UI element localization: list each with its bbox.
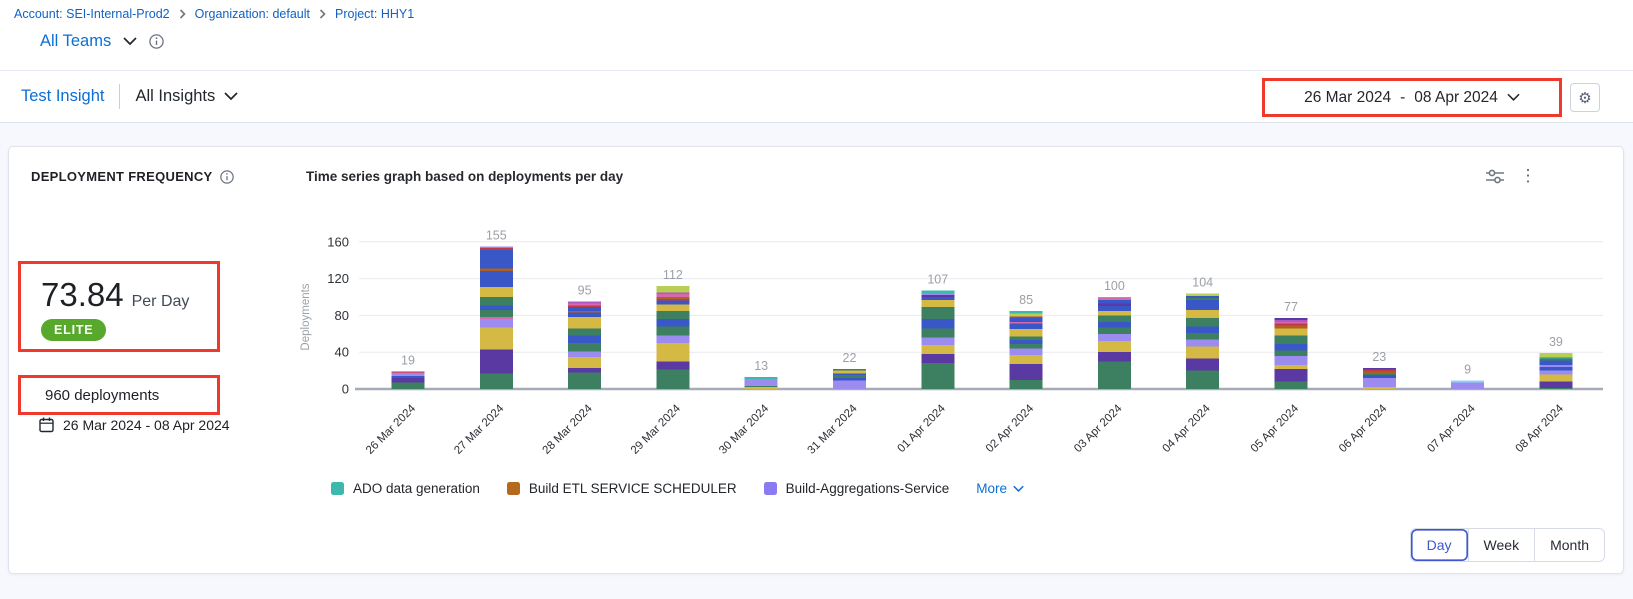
- svg-text:13: 13: [754, 359, 768, 373]
- legend-swatch: [331, 482, 344, 495]
- svg-text:112: 112: [663, 268, 683, 282]
- svg-text:80: 80: [335, 308, 349, 323]
- info-icon[interactable]: [219, 169, 234, 184]
- svg-text:03 Apr 2024: 03 Apr 2024: [1072, 402, 1125, 455]
- insights-dropdown-label: All Insights: [135, 87, 216, 105]
- metric-unit: Per Day: [131, 293, 190, 310]
- breadcrumb: Account: SEI-Internal-Prod2 Organization…: [14, 7, 414, 21]
- svg-text:08 Apr 2024: 08 Apr 2024: [1514, 402, 1567, 455]
- chart-filters-button[interactable]: [1483, 167, 1507, 187]
- page-header: Account: SEI-Internal-Prod2 Organization…: [0, 0, 1633, 71]
- metric-annotation-box: 73.84 Per Day ELITE: [18, 261, 220, 352]
- svg-text:0: 0: [342, 382, 349, 397]
- svg-text:05 Apr 2024: 05 Apr 2024: [1249, 402, 1302, 455]
- svg-text:07 Apr 2024: 07 Apr 2024: [1425, 402, 1478, 455]
- svg-text:107: 107: [927, 273, 948, 287]
- svg-text:29 Mar 2024: 29 Mar 2024: [629, 402, 684, 457]
- legend-label: Build-Aggregations-Service: [785, 481, 950, 496]
- kebab-icon: ⋮: [1519, 166, 1537, 185]
- chevron-right-icon: [319, 9, 326, 19]
- svg-text:31 Mar 2024: 31 Mar 2024: [805, 402, 860, 457]
- legend-item[interactable]: Build-Aggregations-Service: [763, 481, 950, 496]
- svg-text:27 Mar 2024: 27 Mar 2024: [452, 402, 507, 457]
- svg-text:23: 23: [1372, 350, 1386, 364]
- svg-text:39: 39: [1549, 335, 1563, 349]
- svg-text:26 Mar 2024: 26 Mar 2024: [364, 402, 419, 457]
- date-range-selector[interactable]: 26 Mar 2024 - 08 Apr 2024: [1304, 89, 1520, 107]
- divider: [119, 84, 121, 109]
- svg-text:Deployments: Deployments: [300, 283, 312, 350]
- svg-text:28 Mar 2024: 28 Mar 2024: [541, 402, 596, 457]
- svg-text:22: 22: [843, 351, 857, 365]
- granularity-day-button[interactable]: Day: [1410, 529, 1468, 561]
- legend-swatch: [763, 482, 777, 495]
- legend-more-label: More: [976, 481, 1008, 496]
- svg-text:100: 100: [1104, 279, 1125, 293]
- svg-text:120: 120: [327, 271, 349, 286]
- date-range-separator: -: [1400, 88, 1406, 106]
- svg-text:77: 77: [1284, 300, 1298, 314]
- widget-date-range: 26 Mar 2024 - 08 Apr 2024: [63, 417, 230, 433]
- svg-text:40: 40: [335, 345, 349, 360]
- legend-label: ADO data generation: [353, 481, 480, 496]
- svg-text:01 Apr 2024: 01 Apr 2024: [896, 402, 949, 455]
- svg-text:04 Apr 2024: 04 Apr 2024: [1160, 402, 1213, 455]
- chevron-down-icon: [1013, 485, 1024, 492]
- date-range-end: 08 Apr 2024: [1414, 88, 1498, 106]
- svg-text:9: 9: [1464, 363, 1471, 377]
- chart-title: Time series graph based on deployments p…: [306, 169, 624, 184]
- svg-text:155: 155: [486, 228, 507, 242]
- legend-swatch: [506, 482, 520, 495]
- svg-text:85: 85: [1019, 293, 1033, 307]
- granularity-toggle: Day Week Month: [1409, 528, 1605, 562]
- breadcrumb-account-link[interactable]: Account: SEI-Internal-Prod2: [14, 7, 170, 21]
- date-range-annotation-box: 26 Mar 2024 - 08 Apr 2024: [1262, 78, 1562, 117]
- calendar-icon: [39, 417, 54, 433]
- chart-legend: ADO data generation Build ETL SERVICE SC…: [331, 481, 1024, 496]
- legend-label: Build ETL SERVICE SCHEDULER: [528, 481, 737, 496]
- chevron-down-icon: [224, 92, 238, 101]
- legend-more-button[interactable]: More: [976, 481, 1024, 496]
- settings-button[interactable]: ⚙: [1570, 83, 1600, 112]
- breadcrumb-project-link[interactable]: Project: HHY1: [335, 7, 415, 21]
- teams-selector[interactable]: All Teams: [40, 32, 164, 51]
- widget-title: DEPLOYMENT FREQUENCY: [31, 169, 213, 184]
- breadcrumb-organization-link[interactable]: Organization: default: [194, 7, 310, 21]
- deployments-chart[interactable]: 0 40 80 120 160 Deployments 19 26 Mar 2024 155 27…: [297, 225, 1613, 475]
- insight-name-link[interactable]: Test Insight: [21, 87, 105, 105]
- sliders-icon: [1486, 169, 1504, 184]
- chart-menu-button[interactable]: ⋮: [1519, 163, 1537, 189]
- metric-value: 73.84: [41, 276, 124, 313]
- elite-badge: ELITE: [41, 319, 107, 341]
- svg-text:06 Apr 2024: 06 Apr 2024: [1337, 402, 1390, 455]
- legend-item[interactable]: Build ETL SERVICE SCHEDULER: [506, 481, 737, 496]
- date-range-start: 26 Mar 2024: [1304, 88, 1392, 106]
- gear-icon: ⚙: [1578, 89, 1592, 107]
- total-deployments: 960 deployments: [45, 386, 160, 404]
- svg-text:160: 160: [327, 234, 349, 249]
- svg-text:95: 95: [578, 284, 592, 298]
- total-deployments-annotation-box: 960 deployments: [18, 375, 220, 415]
- deployment-frequency-card: DEPLOYMENT FREQUENCY 73.84 Per Day ELITE…: [8, 146, 1624, 574]
- granularity-week-button[interactable]: Week: [1467, 529, 1535, 561]
- granularity-month-button[interactable]: Month: [1534, 529, 1604, 561]
- chevron-down-icon: [1507, 93, 1520, 101]
- svg-text:02 Apr 2024: 02 Apr 2024: [984, 402, 1037, 455]
- chevron-down-icon[interactable]: [123, 37, 137, 46]
- svg-text:104: 104: [1192, 275, 1213, 289]
- info-icon[interactable]: [149, 34, 164, 49]
- legend-item[interactable]: ADO data generation: [331, 481, 480, 496]
- chevron-right-icon: [179, 9, 186, 19]
- teams-selector-label: All Teams: [40, 32, 112, 50]
- svg-text:30 Mar 2024: 30 Mar 2024: [717, 402, 772, 457]
- svg-text:19: 19: [401, 354, 415, 368]
- insights-dropdown[interactable]: All Insights: [135, 87, 238, 106]
- insight-toolbar: Test Insight All Insights 26 Mar 2024 - …: [0, 71, 1633, 123]
